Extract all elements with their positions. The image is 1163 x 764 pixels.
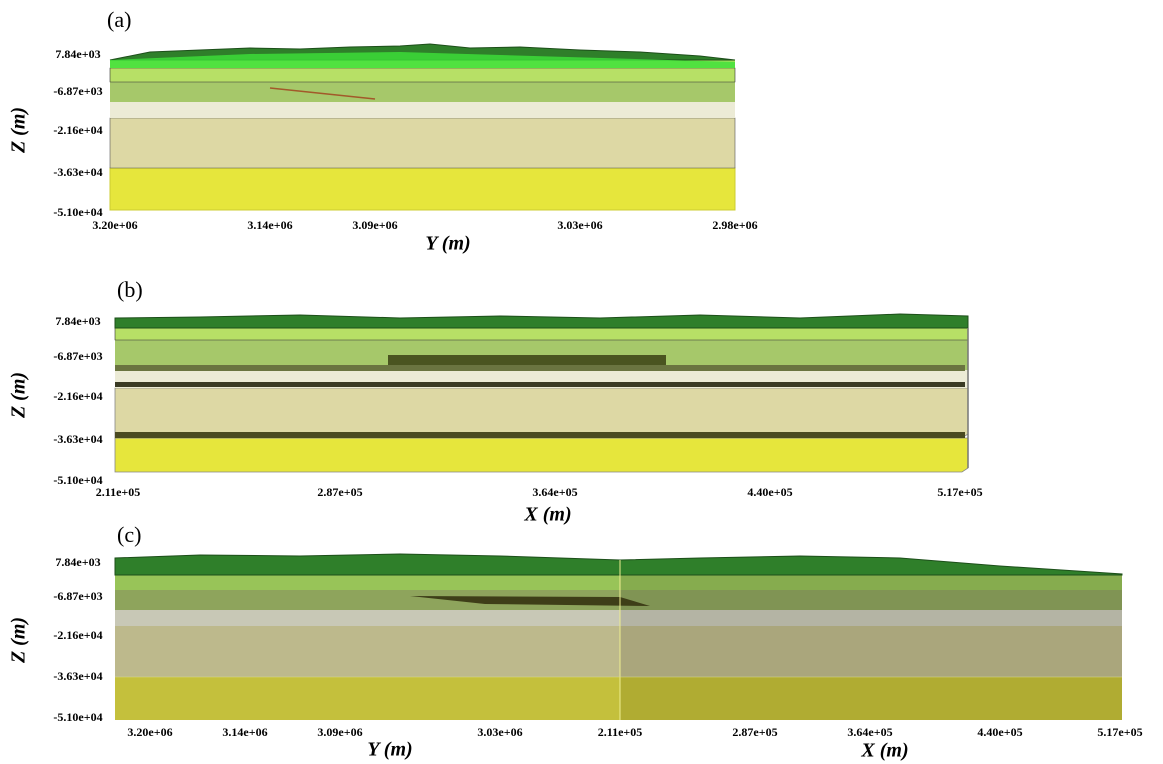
h-tick-label: 2.87e+05	[317, 485, 362, 499]
panel-label: (c)	[117, 522, 141, 547]
h-axis-label: X (m)	[860, 740, 908, 762]
h-tick-label: 4.40e+05	[747, 485, 792, 499]
z-axis-label: Z (m)	[8, 107, 30, 154]
z-tick-label: 7.84e+03	[55, 314, 100, 328]
figure: (a) Z (m) 7.84e+03 -6.87e+03 -2.16e+04 -3.63e…	[0, 0, 1163, 764]
model-a	[110, 44, 735, 210]
z-tick-label: -2.16e+04	[53, 628, 102, 642]
h-tick-label: 5.17e+05	[937, 485, 982, 499]
h-tick-label: 3.09e+06	[317, 725, 362, 739]
h-axis-label: Y (m)	[425, 233, 470, 255]
h-tick-label: 2.11e+05	[598, 725, 643, 739]
h-axis-label: X (m)	[523, 504, 571, 526]
h-tick-label: 3.14e+06	[222, 725, 267, 739]
z-tick-label: -3.63e+04	[53, 432, 102, 446]
z-tick-label: -6.87e+03	[53, 589, 102, 603]
z-axis-label: Z (m)	[8, 617, 30, 664]
z-tick-label: -6.87e+03	[53, 349, 102, 363]
z-axis-label: Z (m)	[8, 372, 30, 419]
h-tick-label: 2.11e+05	[96, 485, 141, 499]
panel-label: (a)	[107, 7, 131, 32]
h-tick-label: 3.09e+06	[352, 218, 397, 232]
z-tick-label: -5.10e+04	[53, 710, 102, 724]
h-axis-label: Y (m)	[367, 739, 412, 761]
h-tick-label: 2.98e+06	[712, 218, 757, 232]
z-tick-label: 7.84e+03	[55, 47, 100, 61]
h-tick-label: 3.20e+06	[92, 218, 137, 232]
z-tick-label: -2.16e+04	[53, 123, 102, 137]
h-tick-label: 3.14e+06	[247, 218, 292, 232]
h-tick-label: 5.17e+05	[1097, 725, 1142, 739]
h-tick-label: 2.87e+05	[732, 725, 777, 739]
z-tick-label: -3.63e+04	[53, 165, 102, 179]
h-tick-label: 3.03e+06	[477, 725, 522, 739]
model-b	[115, 314, 968, 472]
h-tick-label: 3.03e+06	[557, 218, 602, 232]
h-tick-label: 3.64e+05	[847, 725, 892, 739]
model-c	[115, 554, 1122, 720]
z-tick-label: -2.16e+04	[53, 389, 102, 403]
h-tick-label: 3.64e+05	[532, 485, 577, 499]
z-tick-label: -6.87e+03	[53, 84, 102, 98]
z-tick-label: 7.84e+03	[55, 555, 100, 569]
z-tick-label: -3.63e+04	[53, 669, 102, 683]
h-tick-label: 4.40e+05	[977, 725, 1022, 739]
panel-label: (b)	[117, 277, 143, 302]
z-tick-label: -5.10e+04	[53, 205, 102, 219]
h-tick-label: 3.20e+06	[127, 725, 172, 739]
